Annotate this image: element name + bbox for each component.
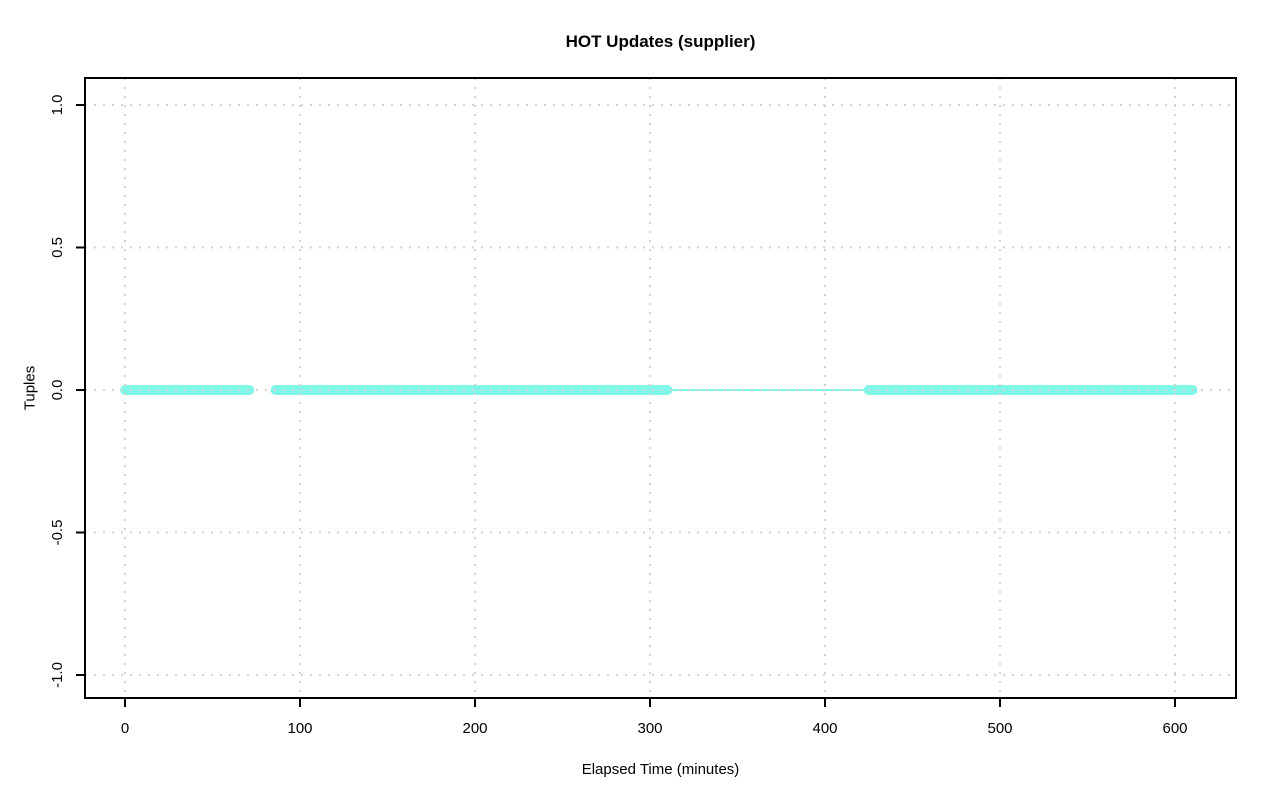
x-tick-label: 600 bbox=[1162, 720, 1187, 737]
x-tick-label: 200 bbox=[462, 720, 487, 737]
plot-border bbox=[84, 77, 1237, 699]
y-tick-label: -1.0 bbox=[49, 662, 66, 688]
x-tick-label: 0 bbox=[121, 720, 129, 737]
x-axis-title: Elapsed Time (minutes) bbox=[581, 761, 740, 778]
y-tick-label: 0.5 bbox=[49, 237, 66, 258]
x-tick-label: 400 bbox=[812, 720, 837, 737]
chart-title: HOT Updates (supplier) bbox=[565, 32, 756, 51]
x-tick-label: 100 bbox=[287, 720, 312, 737]
y-tick-label: 0.0 bbox=[49, 380, 66, 401]
x-tick-label: 300 bbox=[637, 720, 662, 737]
x-tick-label: 500 bbox=[987, 720, 1012, 737]
y-axis-title: Tuples bbox=[21, 365, 39, 411]
y-tick-label: 1.0 bbox=[49, 95, 66, 116]
y-tick-label: -0.5 bbox=[49, 520, 66, 546]
